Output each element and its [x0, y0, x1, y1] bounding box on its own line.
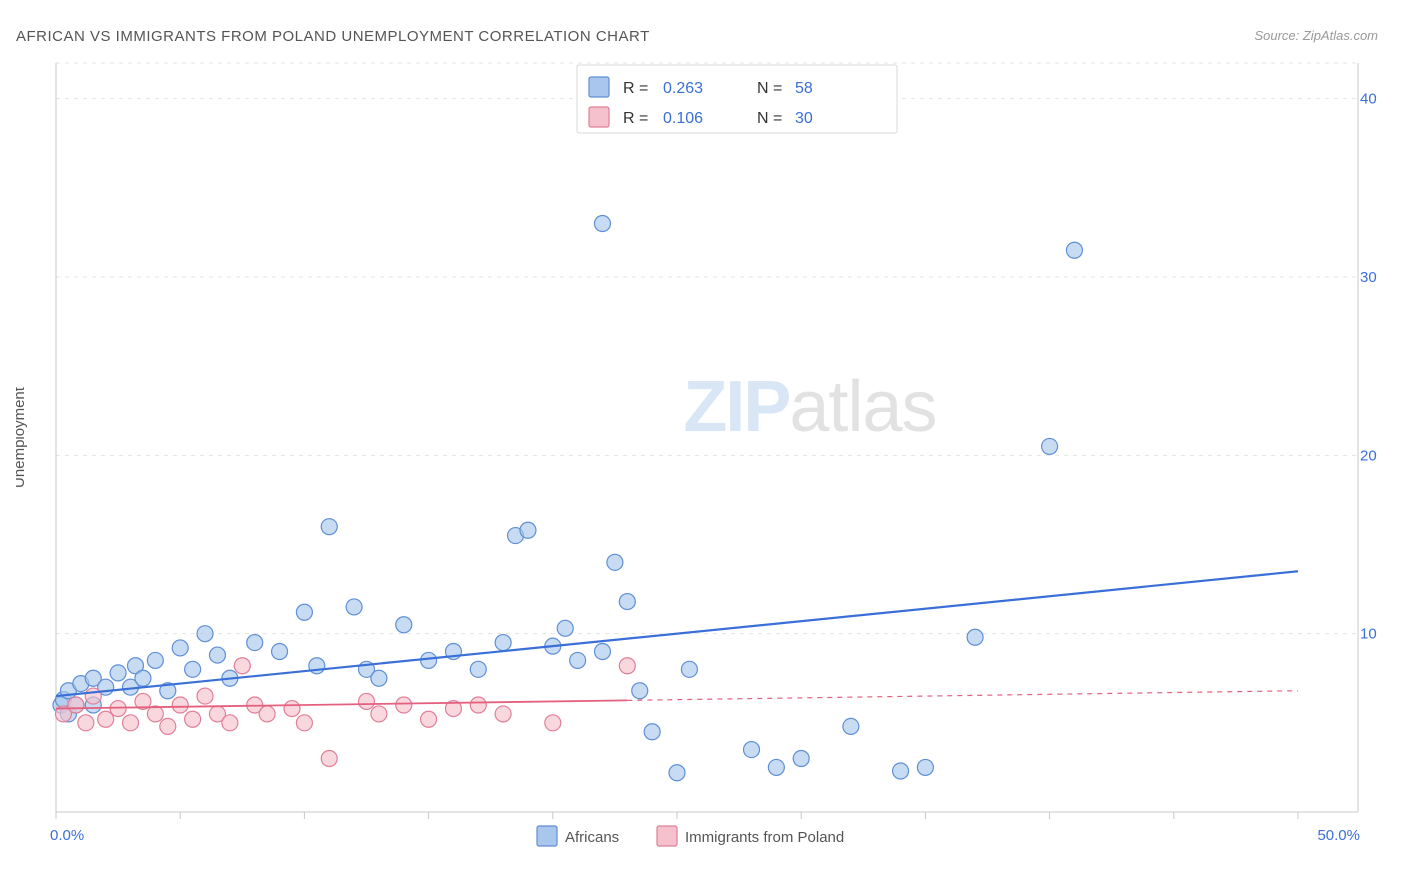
data-point: [744, 742, 760, 758]
data-point: [619, 658, 635, 674]
data-point: [1042, 438, 1058, 454]
legend-n-label: N =: [757, 80, 782, 97]
legend-r-value: 0.263: [663, 80, 703, 97]
data-point: [123, 715, 139, 731]
data-point: [247, 635, 263, 651]
data-point: [371, 670, 387, 686]
data-point: [495, 706, 511, 722]
chart-title: AFRICAN VS IMMIGRANTS FROM POLAND UNEMPL…: [16, 28, 650, 45]
x-end-label: 50.0%: [1317, 827, 1360, 844]
legend-r-label: R =: [623, 110, 648, 127]
data-point: [421, 652, 437, 668]
legend-swatch: [589, 107, 609, 127]
legend-n-value: 30: [795, 110, 813, 127]
watermark: ZIPatlas: [683, 367, 936, 447]
trend-line-dashed: [627, 691, 1298, 701]
data-point: [234, 658, 250, 674]
data-point: [421, 711, 437, 727]
data-point: [147, 706, 163, 722]
legend-n-label: N =: [757, 110, 782, 127]
data-point: [557, 620, 573, 636]
data-point: [793, 751, 809, 767]
data-point: [296, 604, 312, 620]
data-point: [371, 706, 387, 722]
data-point: [147, 652, 163, 668]
bottom-legend-label: Immigrants from Poland: [685, 829, 844, 846]
data-point: [843, 718, 859, 734]
chart-container: ZIPatlas 10.0% 20.0% 30.0% 40.0% 0.0% 50.0% Une…: [16, 55, 1378, 872]
data-point: [632, 683, 648, 699]
data-point: [321, 751, 337, 767]
bottom-legend-label: Africans: [565, 829, 619, 846]
data-point: [681, 661, 697, 677]
data-point: [85, 688, 101, 704]
data-point: [321, 519, 337, 535]
data-point: [619, 594, 635, 610]
data-point: [259, 706, 275, 722]
y-axis-title: Unemployment: [16, 386, 28, 488]
y-tick-label: 20.0%: [1360, 447, 1378, 464]
legend-swatch: [589, 77, 609, 97]
data-point: [594, 216, 610, 232]
data-point: [160, 718, 176, 734]
x-origin-label: 0.0%: [50, 827, 84, 844]
data-point: [470, 697, 486, 713]
y-tick-label: 30.0%: [1360, 269, 1378, 286]
data-point: [594, 644, 610, 660]
source-attribution: Source: ZipAtlas.com: [1254, 28, 1378, 43]
data-point: [470, 661, 486, 677]
legend-r-value: 0.106: [663, 110, 703, 127]
data-point: [135, 670, 151, 686]
data-point: [172, 640, 188, 656]
data-point: [296, 715, 312, 731]
data-point: [607, 554, 623, 570]
data-point: [967, 629, 983, 645]
data-point: [197, 626, 213, 642]
data-point: [197, 688, 213, 704]
data-point: [185, 661, 201, 677]
data-point: [346, 599, 362, 615]
legend-r-label: R =: [623, 80, 648, 97]
data-point: [669, 765, 685, 781]
data-point: [893, 763, 909, 779]
data-point: [1066, 242, 1082, 258]
data-point: [495, 635, 511, 651]
data-point: [110, 665, 126, 681]
data-point: [359, 693, 375, 709]
data-point: [209, 647, 225, 663]
data-point: [185, 711, 201, 727]
data-point: [917, 759, 933, 775]
data-point: [396, 697, 412, 713]
data-point: [78, 715, 94, 731]
data-point: [284, 701, 300, 717]
scatter-chart: ZIPatlas 10.0% 20.0% 30.0% 40.0% 0.0% 50.0% Une…: [16, 55, 1378, 872]
legend-n-value: 58: [795, 80, 813, 97]
data-point: [644, 724, 660, 740]
data-point: [68, 697, 84, 713]
y-tick-label: 10.0%: [1360, 626, 1378, 643]
bottom-legend-swatch: [657, 826, 677, 846]
data-point: [222, 715, 238, 731]
bottom-legend-swatch: [537, 826, 557, 846]
data-point: [545, 715, 561, 731]
data-point: [172, 697, 188, 713]
data-point: [520, 522, 536, 538]
data-point: [768, 759, 784, 775]
data-point: [396, 617, 412, 633]
data-point: [570, 652, 586, 668]
y-tick-label: 40.0%: [1360, 91, 1378, 108]
data-point: [272, 644, 288, 660]
